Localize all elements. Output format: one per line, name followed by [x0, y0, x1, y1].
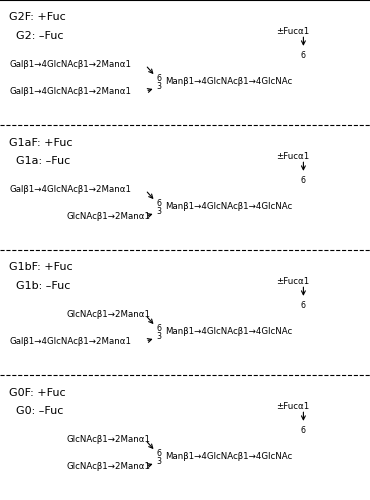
Text: G2F: +Fuc: G2F: +Fuc: [9, 12, 66, 22]
Text: 3: 3: [157, 208, 162, 216]
Text: Manβ1→4GlcNAcβ1→4GlcNAc: Manβ1→4GlcNAcβ1→4GlcNAc: [165, 202, 293, 211]
Text: G1b: –Fuc: G1b: –Fuc: [9, 281, 71, 291]
Text: G0: –Fuc: G0: –Fuc: [9, 406, 64, 416]
Text: 3: 3: [157, 82, 162, 92]
Text: 6: 6: [157, 324, 162, 332]
Text: GlcNAcβ1→2Manα1: GlcNAcβ1→2Manα1: [67, 462, 151, 471]
Text: Galβ1→4GlcNAcβ1→2Manα1: Galβ1→4GlcNAcβ1→2Manα1: [9, 60, 131, 69]
Text: 6: 6: [301, 300, 306, 310]
Text: G1aF: +Fuc: G1aF: +Fuc: [9, 138, 73, 147]
Text: 3: 3: [157, 458, 162, 466]
Text: G1bF: +Fuc: G1bF: +Fuc: [9, 262, 73, 272]
Text: Manβ1→4GlcNAcβ1→4GlcNAc: Manβ1→4GlcNAcβ1→4GlcNAc: [165, 78, 293, 86]
Text: 6: 6: [301, 50, 306, 59]
Text: Galβ1→4GlcNAcβ1→2Manα1: Galβ1→4GlcNAcβ1→2Manα1: [9, 338, 131, 346]
Text: 6: 6: [157, 198, 162, 207]
Text: 6: 6: [157, 74, 162, 82]
Text: Galβ1→4GlcNAcβ1→2Manα1: Galβ1→4GlcNAcβ1→2Manα1: [9, 185, 131, 194]
Text: ±Fucα1: ±Fucα1: [276, 402, 309, 411]
Text: 6: 6: [157, 448, 162, 458]
Text: 6: 6: [301, 176, 306, 184]
Text: 3: 3: [157, 332, 162, 342]
Text: GlcNAcβ1→2Manα1: GlcNAcβ1→2Manα1: [67, 310, 151, 319]
Text: ±Fucα1: ±Fucα1: [276, 26, 309, 36]
Text: Galβ1→4GlcNAcβ1→2Manα1: Galβ1→4GlcNAcβ1→2Manα1: [9, 88, 131, 96]
Text: G1a: –Fuc: G1a: –Fuc: [9, 156, 71, 166]
Text: Manβ1→4GlcNAcβ1→4GlcNAc: Manβ1→4GlcNAcβ1→4GlcNAc: [165, 328, 293, 336]
Text: GlcNAcβ1→2Manα1: GlcNAcβ1→2Manα1: [67, 435, 151, 444]
Text: G2: –Fuc: G2: –Fuc: [9, 31, 64, 42]
Text: GlcNAcβ1→2Manα1: GlcNAcβ1→2Manα1: [67, 212, 151, 222]
Text: ±Fucα1: ±Fucα1: [276, 152, 309, 161]
Text: ±Fucα1: ±Fucα1: [276, 277, 309, 286]
Text: 6: 6: [301, 426, 306, 434]
Text: G0F: +Fuc: G0F: +Fuc: [9, 388, 66, 398]
Text: Manβ1→4GlcNAcβ1→4GlcNAc: Manβ1→4GlcNAcβ1→4GlcNAc: [165, 452, 293, 462]
